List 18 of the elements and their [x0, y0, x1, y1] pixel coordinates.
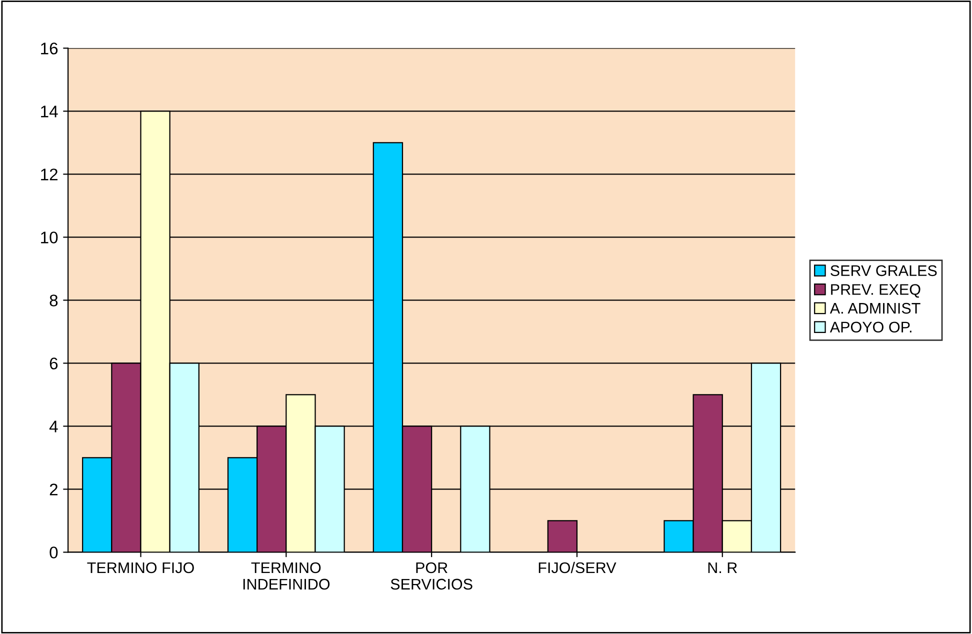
x-tick-label: TERMINO FIJO — [87, 562, 194, 574]
y-tick-label: 10 — [41, 232, 58, 244]
legend-label: SERV GRALES — [830, 265, 937, 276]
x-tick-label: FIJO/SERV — [538, 562, 616, 574]
y-tick-label: 8 — [50, 294, 58, 306]
y-tick-label: 4 — [49, 420, 58, 432]
y-tick-label: 12 — [41, 168, 58, 180]
legend-label: APOYO OP. — [830, 322, 912, 333]
x-tick-label: POR SERVICIOS — [390, 562, 472, 590]
y-tick-label: 6 — [50, 358, 58, 370]
y-tick-label: 2 — [50, 484, 58, 496]
legend-label: PREV. EXEQ — [831, 284, 920, 298]
y-tick-label: 16 — [41, 42, 58, 54]
x-tick-label: TERMINO INDEFINIDO — [243, 562, 330, 590]
legend-label: A. ADMINIST — [830, 302, 920, 314]
y-tick-label: 14 — [41, 106, 58, 118]
x-tick-label: N. R — [708, 562, 737, 574]
y-tick-label: 0 — [50, 546, 58, 558]
